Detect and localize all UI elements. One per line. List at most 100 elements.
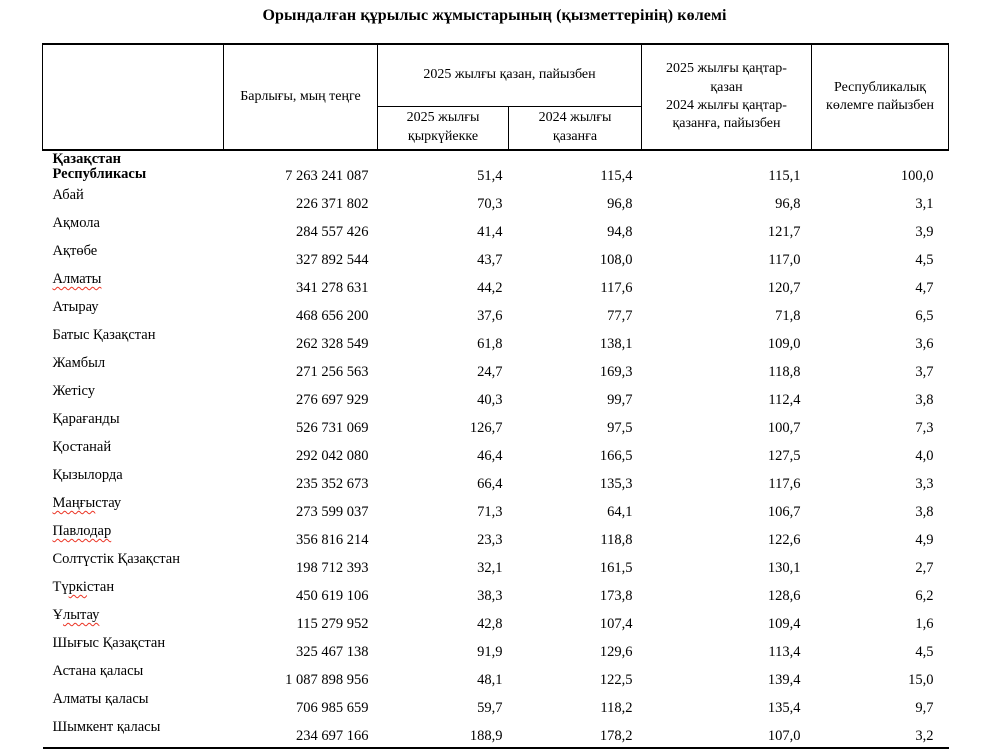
table-row: Батыс Қазақстан 262 328 549 61,8 138,1 109,0…	[43, 327, 949, 355]
table-row: Солтүстік Қазақстан 198 712 393 32,1 161,5 1…	[43, 551, 949, 579]
value-cell: 77,7	[607, 308, 633, 324]
value-cell: 122,5	[599, 672, 633, 688]
value-cell: 115,1	[768, 168, 801, 184]
october-2025-group-header: 2025 жылғы қазан, пайызбен	[377, 43, 642, 107]
region-name-text: Тү	[52, 579, 69, 595]
period-header-line1: 2025 жылғы қаңтар-қазан	[666, 61, 787, 95]
value-cell: 262 328 549	[296, 336, 369, 352]
region-column-header	[42, 43, 224, 151]
value-cell: 3,9	[915, 224, 934, 240]
region-name-line: Қазақстан	[52, 151, 122, 167]
value-cell: 117,6	[600, 280, 633, 296]
region-name-text: стан	[86, 579, 115, 595]
value-cell: 284 557 426	[296, 224, 369, 240]
value-cell: 51,4	[477, 168, 503, 184]
value-cell: 3,7	[915, 364, 934, 380]
table-row: Қарағанды 526 731 069 126,7 97,5 100,7 7,3	[43, 411, 949, 439]
value-cell: 4,7	[915, 280, 934, 296]
value-cell: 71,3	[477, 504, 503, 520]
value-cell: 122,6	[767, 532, 801, 548]
value-cell: 341 278 631	[296, 280, 369, 296]
value-cell: 135,3	[599, 476, 633, 492]
value-cell: 41,4	[477, 224, 503, 240]
value-cell: 166,5	[599, 448, 633, 464]
value-cell: 106,7	[767, 504, 801, 520]
vs-october-2024-header: 2024 жылғы қазанға	[508, 105, 642, 151]
value-cell: 61,8	[477, 336, 503, 352]
table-row: Абай 226 371 802 70,3 96,8 96,8 3,1	[43, 187, 949, 215]
table-row: Жамбыл 271 256 563 24,7 169,3 118,8 3,7	[43, 355, 949, 383]
republic-share-column-header: Республикалық көлемге пайызбен	[811, 43, 949, 151]
value-cell: 226 371 802	[296, 196, 369, 212]
value-cell: 138,1	[599, 336, 633, 352]
value-cell: 173,8	[599, 588, 633, 604]
value-cell: 109,0	[767, 336, 801, 352]
region-name: Қостанай	[52, 439, 112, 455]
table-row: Шымкент қаласы 234 697 166 188,9 178,2 107,0…	[42, 719, 949, 749]
statistics-table: Барлығы, мың теңге 2025 жылғы қазан, пай…	[42, 43, 949, 749]
value-cell: 4,5	[915, 252, 934, 268]
value-cell: 96,8	[607, 196, 633, 212]
region-name: Түркістан	[43, 579, 224, 607]
value-cell: 3,6	[915, 336, 934, 352]
region-name: Солтүстік Қазақстан	[52, 551, 180, 567]
region-name-line: Республикасы	[52, 166, 147, 182]
table-row: Ұлытау 115 279 952 42,8 107,4 109,4 1,6	[43, 607, 949, 635]
region-name: Алматы қаласы	[52, 691, 149, 707]
table-row: Алматы қаласы 706 985 659 59,7 118,2 135,4 9,…	[43, 691, 949, 719]
value-cell: 271 256 563	[296, 364, 369, 380]
value-cell: 100,7	[767, 420, 801, 436]
value-cell: 100,0	[900, 168, 934, 184]
value-cell: 97,5	[607, 420, 633, 436]
value-cell: 3,1	[915, 196, 934, 212]
value-cell: 450 619 106	[296, 588, 369, 604]
region-name: Қызылорда	[52, 467, 123, 483]
value-cell: 117,0	[768, 252, 801, 268]
value-cell: 2,7	[915, 560, 934, 576]
value-cell: 118,2	[600, 700, 633, 716]
table-body: Қазақстан Республикасы 7 263 241 087 51,4 11…	[42, 150, 949, 749]
value-cell: 59,7	[477, 700, 503, 716]
value-cell: 356 816 214	[296, 532, 369, 548]
region-name-text: стау	[95, 495, 122, 511]
value-cell: 66,4	[477, 476, 503, 492]
region-name: Астана қаласы	[52, 663, 144, 679]
value-cell: 292 042 080	[296, 448, 369, 464]
region-name: Ақтөбе	[52, 243, 98, 259]
value-cell: 276 697 929	[296, 392, 369, 408]
value-cell: 115 279 952	[296, 616, 369, 632]
value-cell: 121,7	[767, 224, 801, 240]
region-name: Ақмола	[52, 215, 100, 231]
value-cell: 3,8	[915, 392, 934, 408]
table-row: Астана қаласы 1 087 898 956 48,1 122,5 139,4…	[43, 663, 949, 691]
spellcheck-underline: Павлодар	[52, 523, 112, 539]
value-cell: 169,3	[599, 364, 633, 380]
value-cell: 6,5	[915, 308, 934, 324]
value-cell: 107,0	[641, 719, 812, 749]
value-cell: 188,9	[377, 719, 509, 749]
value-cell: 325 467 138	[296, 644, 369, 660]
table-row: Алматы 341 278 631 44,2 117,6 120,7 4,7	[43, 271, 949, 299]
value-cell: 4,9	[915, 532, 934, 548]
value-cell: 127,5	[767, 448, 801, 464]
vs-september-2025-header: 2025 жылғы қыркүйекке	[377, 105, 509, 151]
value-cell: 526 731 069	[296, 420, 369, 436]
region-name: Атырау	[52, 299, 99, 315]
value-cell: 130,1	[767, 560, 801, 576]
total-column-header: Барлығы, мың теңге	[223, 43, 378, 151]
value-cell: 1 087 898 956	[285, 672, 369, 688]
value-cell: 40,3	[477, 392, 503, 408]
value-cell: 139,4	[767, 672, 801, 688]
value-cell: 99,7	[607, 392, 633, 408]
region-name: Ұлытау	[43, 607, 224, 635]
document-page: Орындалған құрылыс жұмыстарының (қызметт…	[42, 7, 949, 749]
page-title: Орындалған құрылыс жұмыстарының (қызметт…	[262, 7, 727, 24]
value-cell: 91,9	[477, 644, 503, 660]
value-cell: 118,8	[768, 364, 801, 380]
region-name: Маңғыстау	[43, 495, 224, 523]
value-cell: 113,4	[768, 644, 801, 660]
region-name: Алматы	[43, 271, 224, 299]
table-row: Қызылорда 235 352 673 66,4 135,3 117,6 3,3	[43, 467, 949, 495]
value-cell: 273 599 037	[296, 504, 369, 520]
table-row: Қазақстан Республикасы 7 263 241 087 51,4 11…	[43, 150, 949, 187]
